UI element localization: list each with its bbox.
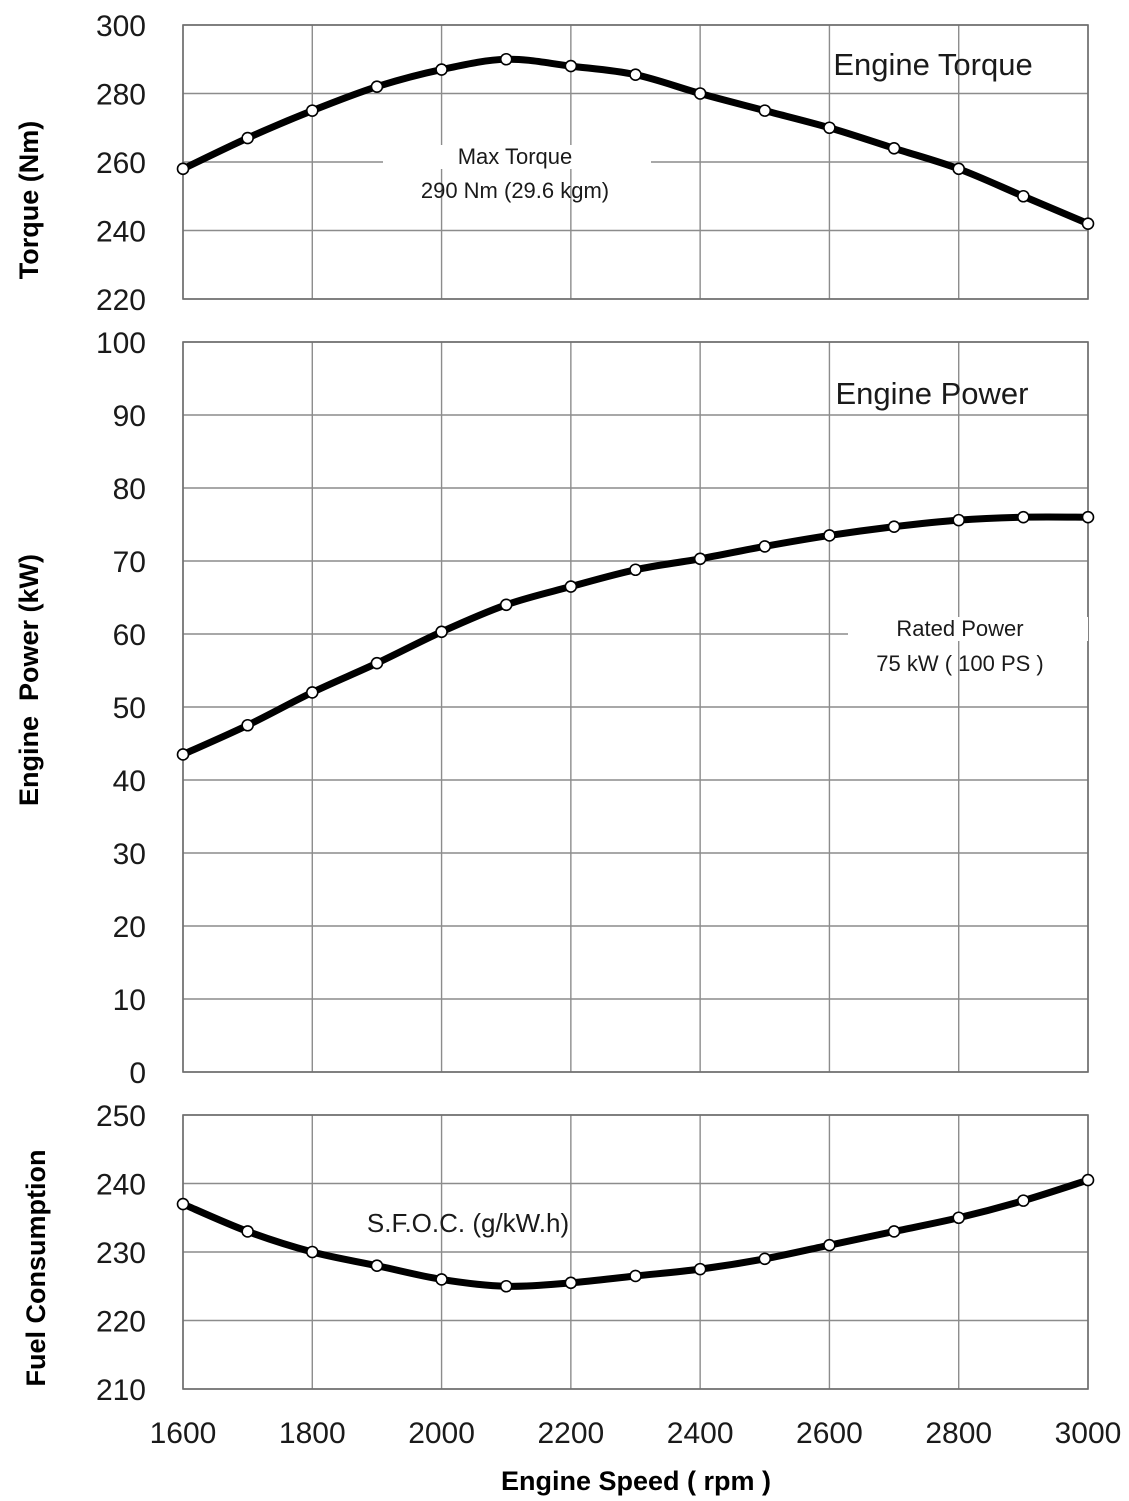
fuel-y-tick-label: 210 bbox=[96, 1374, 146, 1407]
torque-data-point bbox=[241, 131, 254, 145]
fuel-y-axis-title: Fuel Consumption bbox=[21, 1150, 51, 1387]
x-tick-label: 3000 bbox=[1055, 1417, 1122, 1450]
power-data-point bbox=[564, 580, 578, 593]
x-tick-label: 1600 bbox=[150, 1417, 217, 1450]
fuel-annotation-line1: S.F.O.C. (g/kW.h) bbox=[367, 1208, 569, 1238]
fuel-y-tick-label: 220 bbox=[96, 1306, 146, 1339]
torque-annotation-background bbox=[383, 145, 651, 169]
power-annotation-line1: Rated Power bbox=[896, 616, 1023, 641]
torque-data-point bbox=[176, 162, 190, 176]
power-y-axis-title: Engine Power (kW) bbox=[14, 554, 44, 806]
torque-data-point bbox=[952, 162, 966, 176]
torque-plot-frame bbox=[182, 24, 1089, 300]
power-data-point bbox=[758, 540, 772, 553]
power-panel-title: Engine Power bbox=[835, 376, 1028, 411]
torque-data-point bbox=[564, 59, 578, 73]
torque-data-point bbox=[370, 80, 384, 93]
fuel-data-point bbox=[1081, 1173, 1095, 1187]
torque-panel-title: Engine Torque bbox=[833, 47, 1032, 82]
power-annotation-background bbox=[848, 617, 1088, 641]
fuel-data-point bbox=[758, 1252, 772, 1266]
power-data-point bbox=[305, 686, 319, 699]
power-y-tick-label: 20 bbox=[113, 911, 146, 944]
fuel-data-point bbox=[629, 1269, 642, 1283]
power-data-point bbox=[629, 563, 642, 577]
torque-data-point bbox=[1017, 189, 1030, 203]
torque-y-tick-label: 240 bbox=[96, 216, 146, 249]
power-data-point bbox=[823, 529, 836, 542]
x-tick-label: 2000 bbox=[408, 1417, 475, 1450]
x-tick-label: 2400 bbox=[667, 1417, 734, 1450]
fuel-data-point bbox=[176, 1197, 190, 1211]
power-data-point bbox=[241, 718, 254, 732]
power-plot-frame bbox=[182, 341, 1089, 1073]
fuel-data-point bbox=[499, 1279, 513, 1293]
torque-data-point bbox=[499, 52, 513, 66]
torque-series-line bbox=[179, 55, 1092, 228]
power-y-tick-label: 70 bbox=[113, 546, 146, 579]
power-y-tick-label: 40 bbox=[113, 765, 146, 798]
power-data-point bbox=[176, 748, 190, 761]
power-data-point bbox=[1017, 510, 1030, 524]
fuel-data-point bbox=[693, 1262, 707, 1276]
fuel-data-point bbox=[564, 1276, 578, 1290]
fuel-y-tick-label: 250 bbox=[96, 1100, 146, 1133]
power-data-point bbox=[370, 656, 384, 670]
fuel-y-tick-label: 240 bbox=[96, 1169, 146, 1202]
power-y-tick-label: 0 bbox=[129, 1057, 146, 1090]
torque-y-tick-label: 280 bbox=[96, 79, 146, 112]
fuel-data-point bbox=[241, 1225, 254, 1238]
torque-annotation-line1: Max Torque bbox=[458, 144, 573, 169]
x-tick-label: 2200 bbox=[537, 1417, 604, 1450]
power-y-tick-label: 90 bbox=[113, 400, 146, 433]
torque-data-point bbox=[758, 104, 772, 117]
power-data-point bbox=[499, 598, 513, 612]
torque-y-axis-title: Torque (Nm) bbox=[14, 121, 44, 279]
torque-y-tick-label: 300 bbox=[96, 10, 146, 43]
fuel-plot-frame bbox=[182, 1114, 1089, 1390]
torque-data-point bbox=[1081, 217, 1095, 230]
power-y-tick-label: 100 bbox=[96, 327, 146, 360]
fuel-data-point bbox=[370, 1259, 384, 1272]
torque-data-point bbox=[693, 87, 707, 100]
torque-data-point bbox=[823, 121, 836, 135]
power-y-tick-label: 10 bbox=[113, 984, 146, 1017]
torque-y-tick-label: 260 bbox=[96, 147, 146, 180]
power-data-point bbox=[435, 625, 448, 639]
power-annotation-line2: 75 kW ( 100 PS ) bbox=[876, 651, 1044, 676]
power-data-point bbox=[1081, 510, 1095, 524]
fuel-data-point bbox=[1017, 1194, 1030, 1207]
power-y-tick-label: 50 bbox=[113, 692, 146, 725]
fuel-data-point bbox=[435, 1273, 448, 1286]
x-axis-title: Engine Speed ( rpm ) bbox=[501, 1466, 771, 1496]
x-tick-label: 2800 bbox=[925, 1417, 992, 1450]
fuel-data-point bbox=[305, 1245, 319, 1259]
fuel-y-tick-label: 230 bbox=[96, 1237, 146, 1270]
fuel-data-point bbox=[952, 1211, 966, 1225]
power-y-tick-label: 80 bbox=[113, 473, 146, 506]
power-y-tick-label: 30 bbox=[113, 838, 146, 871]
torque-annotation-line2: 290 Nm (29.6 kgm) bbox=[421, 178, 609, 203]
torque-y-tick-label: 220 bbox=[96, 284, 146, 317]
power-data-point bbox=[693, 552, 707, 566]
torque-data-point bbox=[629, 68, 642, 81]
power-y-tick-label: 60 bbox=[113, 619, 146, 652]
power-data-point bbox=[952, 513, 966, 527]
torque-data-point bbox=[435, 63, 448, 76]
x-tick-label: 2600 bbox=[796, 1417, 863, 1450]
fuel-data-point bbox=[887, 1225, 901, 1238]
x-tick-label: 1800 bbox=[279, 1417, 346, 1450]
fuel-data-point bbox=[823, 1238, 836, 1252]
torque-data-point bbox=[305, 104, 319, 117]
power-data-point bbox=[887, 520, 901, 533]
torque-data-point bbox=[887, 142, 901, 155]
